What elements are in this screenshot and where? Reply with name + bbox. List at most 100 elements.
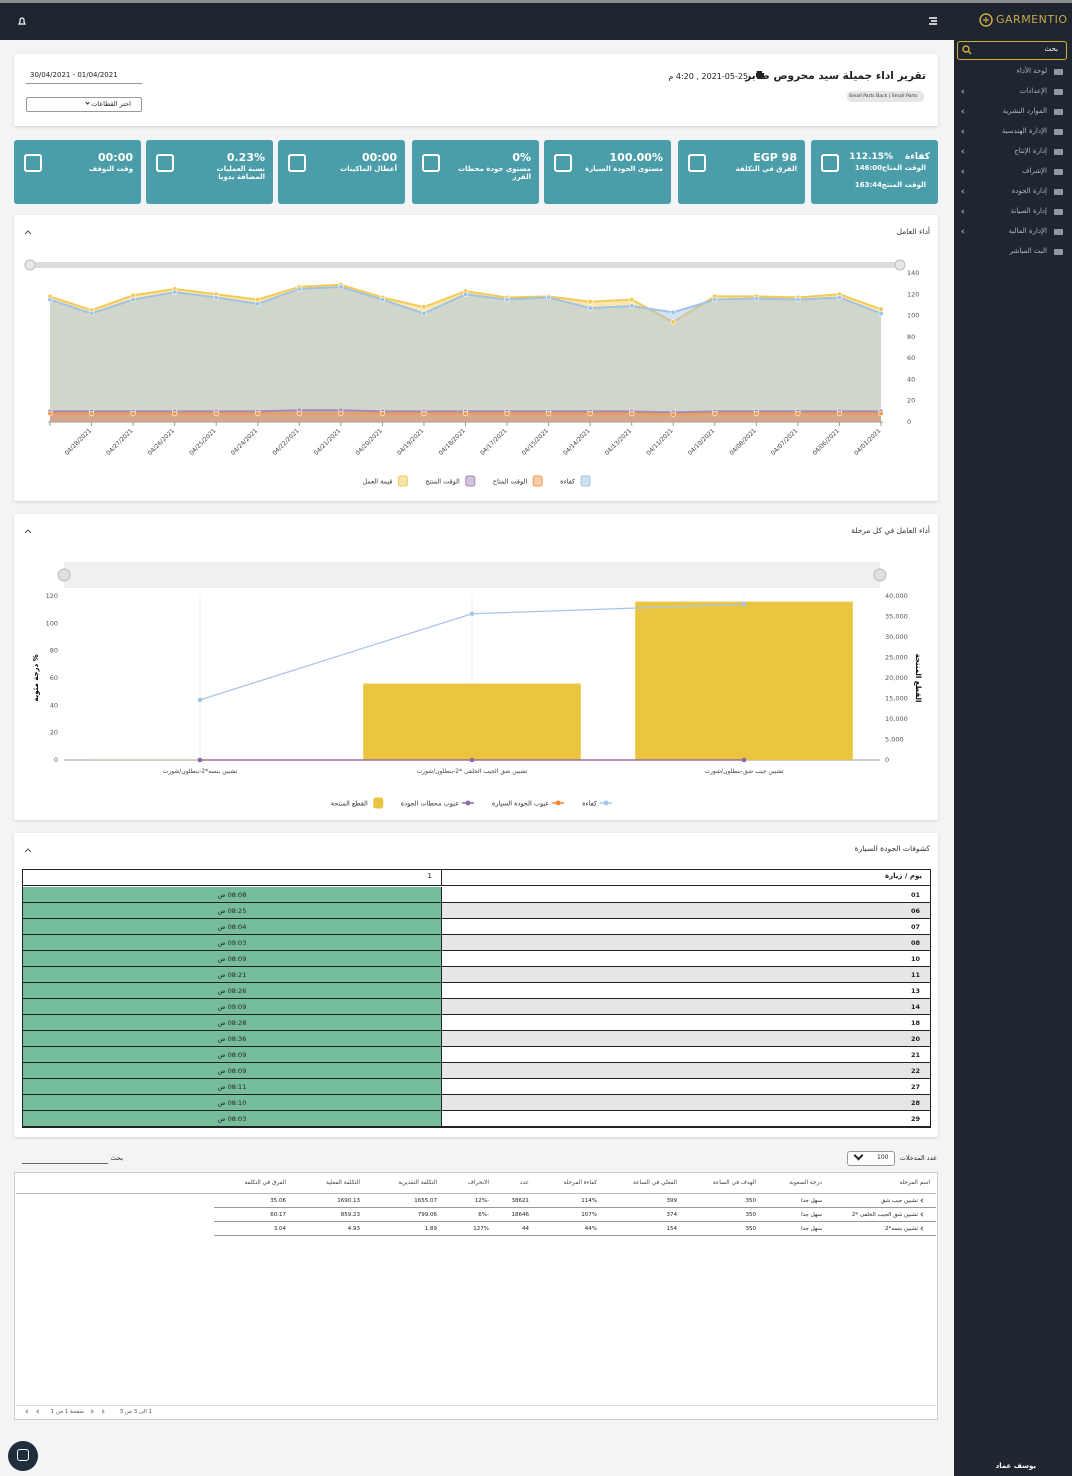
date-range: 30/04/2021 - 01/04/2021 — [30, 71, 118, 79]
kpi-card — [678, 140, 805, 204]
time-cell — [22, 919, 442, 935]
chat-button[interactable] — [8, 1441, 38, 1471]
kpi-label: الفرق في التكلفة — [735, 165, 797, 173]
menu-item: إدارة الصيانة — [1010, 207, 1047, 215]
row-rule — [214, 1221, 936, 1222]
kpi-detail-label: الوقت المنتج — [881, 181, 926, 189]
time-cell — [22, 1111, 442, 1127]
page-info: صفحة 1 من 1 — [50, 1409, 84, 1415]
time-label: 08:10 ص — [217, 1098, 247, 1107]
menu-icon — [1054, 249, 1063, 255]
footer-info: 1 الى 3 من 3 — [119, 1409, 152, 1415]
table-cell: سهل جدا — [801, 1212, 822, 1218]
search-placeholder: بحث — [1044, 45, 1058, 53]
time-cell — [22, 983, 442, 999]
logo-icon — [979, 13, 993, 27]
menu-item: البث المباشر — [1009, 247, 1047, 255]
day-label: 27 — [910, 1082, 920, 1091]
kpi-card — [278, 140, 405, 204]
time-label: 08:09 ص — [217, 1050, 247, 1059]
date-range-input[interactable] — [26, 68, 142, 84]
bell-icon[interactable] — [17, 16, 27, 26]
time-cell — [22, 1079, 442, 1095]
kpi-label: نسبة العمليات المضافة يدويا — [216, 165, 265, 181]
column-header: عدد — [519, 1180, 529, 1186]
table-cell: تشبين شق الجيب الخلفى *2 — [851, 1212, 918, 1218]
column-header: 1 — [427, 872, 432, 880]
menu-icon — [1054, 69, 1063, 75]
time-cell — [22, 887, 442, 903]
day-label: 28 — [910, 1098, 920, 1107]
menu-toggle[interactable] — [928, 16, 938, 26]
sidebar — [954, 40, 1072, 1476]
kpi-icon — [24, 154, 42, 172]
print-icon[interactable] — [755, 70, 765, 80]
table-cell: تشبين جيب شق — [880, 1198, 918, 1204]
menu-item: لوحة الأداء — [1016, 67, 1047, 75]
time-label: 08:28 ص — [217, 1018, 247, 1027]
search-box[interactable] — [957, 41, 1067, 60]
search-input[interactable] — [22, 1163, 108, 1164]
sector-select[interactable] — [26, 97, 142, 112]
table-cell: 1690.13 — [337, 1198, 360, 1204]
time-label: 08:09 ص — [217, 954, 247, 963]
kpi-icon — [422, 154, 440, 172]
kpi-card — [412, 140, 539, 204]
kpi-label: أعطال الماكينات — [340, 165, 397, 173]
tag-chip — [847, 91, 924, 102]
menu-item: الإشراف — [1022, 167, 1047, 175]
time-label: 08:04 ص — [217, 922, 247, 931]
time-cell — [22, 1015, 442, 1031]
table-cell: 3.04 — [273, 1226, 286, 1232]
menu-item: الموارد البشرية — [1002, 107, 1047, 115]
menu-icon — [1054, 129, 1063, 135]
menu-item: الإدارة المالية — [1008, 227, 1047, 235]
day-label: 20 — [910, 1034, 920, 1043]
entries-label: عدد المدخلات — [899, 1154, 937, 1162]
table-cell: سهل جدا — [801, 1198, 822, 1204]
time-cell — [22, 967, 442, 983]
page-size-select[interactable] — [847, 1151, 895, 1166]
column-header: درجة الصعوبة — [789, 1180, 822, 1186]
kpi-value: 100.00% — [609, 151, 663, 164]
table-cell: تشبين بنسه*2 — [885, 1226, 918, 1232]
kpi-label: مستوى الجودة السيارة — [585, 165, 663, 173]
row-rule — [214, 1235, 936, 1236]
day-label: 06 — [910, 906, 920, 915]
table-cell: 859.23 — [340, 1212, 360, 1218]
table-cell: 60.17 — [270, 1212, 286, 1218]
time-label: 08:09 ص — [217, 1066, 247, 1075]
page-size: 100 — [877, 1154, 889, 1161]
kpi-card — [146, 140, 273, 204]
table-cell: 1.89 — [424, 1226, 437, 1232]
kpi-value: 00:00 — [361, 151, 397, 164]
day-label: 01 — [910, 890, 920, 899]
day-label: 13 — [910, 986, 920, 995]
time-label: 08:21 ص — [217, 970, 247, 979]
search-icon — [962, 45, 972, 55]
time-label: 08:25 ص — [217, 906, 247, 915]
column-header: التكلفة الفعلية — [325, 1180, 360, 1186]
kpi-card — [544, 140, 671, 204]
table-title: كشوفات الجودة السيارة — [854, 844, 930, 853]
kpi-icon — [688, 154, 706, 172]
time-label: 08:03 ص — [217, 1114, 247, 1123]
table-cell: 18646 — [511, 1212, 530, 1218]
menu-item: إدارة الإنتاج — [1014, 147, 1047, 155]
table-cell: سهل جدا — [801, 1226, 822, 1232]
row-rule — [214, 1207, 936, 1208]
kpi-label: كفاءة — [904, 152, 930, 162]
kpi-value: 112.15% — [849, 152, 893, 162]
header-cell — [22, 869, 442, 886]
day-label: 11 — [910, 970, 920, 979]
chat-icon — [17, 1449, 29, 1461]
header-rule — [16, 1193, 936, 1194]
footer-rule — [16, 1405, 936, 1406]
report-datetime: 2021-05-25 , 4:20 م — [668, 72, 748, 81]
kpi-card — [811, 140, 938, 204]
top-bar — [0, 0, 1072, 40]
kpi-icon — [156, 154, 174, 172]
kpi-label: مستوى جودة محطات الفرز — [457, 165, 531, 181]
day-label: 10 — [910, 954, 920, 963]
